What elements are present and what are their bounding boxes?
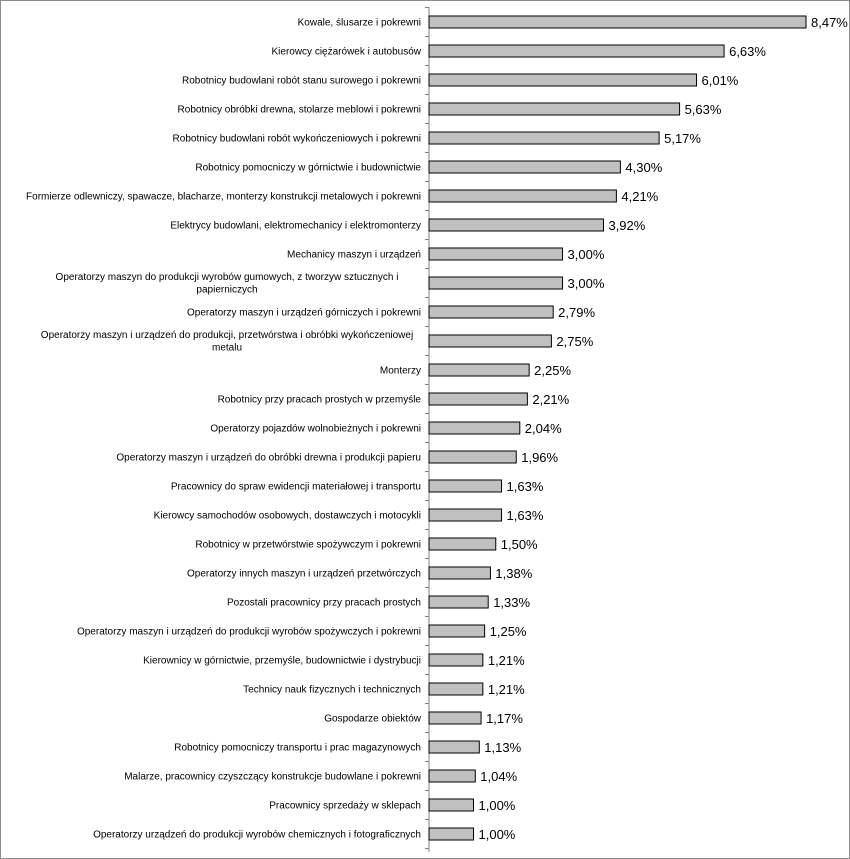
y-axis (425, 7, 430, 852)
value-label: 1,13% (484, 740, 521, 755)
bars (428, 15, 807, 841)
value-label: 4,21% (621, 189, 658, 204)
category-label: Robotnicy obróbki drewna, stolarze meblo… (178, 105, 421, 116)
bar (428, 421, 521, 435)
bar (428, 102, 681, 116)
bar (428, 537, 497, 551)
bar (428, 15, 807, 29)
value-label: 4,30% (625, 160, 662, 175)
category-label: Kierownicy w górnictwie, przemyśle, budo… (143, 656, 421, 667)
value-label: 1,33% (493, 595, 530, 610)
bar (428, 363, 530, 377)
value-label: 5,63% (685, 102, 722, 117)
value-label: 1,00% (479, 827, 516, 842)
category-label: Operatorzy maszyn i urządzeń do produkcj… (41, 330, 413, 354)
bar (428, 73, 698, 87)
value-label: 2,75% (556, 334, 593, 349)
value-label: 3,00% (568, 276, 605, 291)
bar (428, 827, 475, 841)
value-label: 1,04% (480, 769, 517, 784)
value-label: 1,50% (501, 537, 538, 552)
value-label: 1,38% (495, 566, 532, 581)
category-labels: Kowale, ślusarze i pokrewni Kierowcy cięż… (26, 18, 422, 841)
value-label: 2,25% (534, 363, 571, 378)
bar (428, 711, 482, 725)
bar (428, 450, 517, 464)
bar (428, 44, 725, 58)
bar (428, 160, 621, 174)
bar (428, 247, 564, 261)
category-label: Robotnicy budowlani robót stanu surowego… (182, 76, 421, 87)
category-label: Malarze, pracownicy czyszczący konstrukc… (124, 772, 421, 783)
value-label: 1,17% (486, 711, 523, 726)
bar (428, 740, 480, 754)
category-label: Pracownicy do spraw ewidencji materiałow… (171, 482, 421, 493)
value-label: 2,79% (558, 305, 595, 320)
category-label: Operatorzy maszyn i urządzeń górniczych … (187, 308, 421, 319)
category-label: Kierowcy samochodów osobowych, dostawczy… (154, 511, 421, 522)
bar (428, 653, 484, 667)
bar (428, 595, 489, 609)
category-label: Mechanicy maszyn i urządzeń (287, 250, 421, 261)
value-label: 6,63% (729, 44, 766, 59)
bar (428, 392, 528, 406)
bar (428, 218, 604, 232)
category-label: Robotnicy budowlani robót wykończeniowyc… (173, 134, 421, 145)
value-label: 2,21% (532, 392, 569, 407)
bar (428, 479, 503, 493)
category-label: Pozostali pracownicy przy pracach prosty… (227, 598, 421, 609)
value-label: 1,63% (507, 508, 544, 523)
bar (428, 624, 486, 638)
category-label: Formierze odlewniczy, spawacze, blacharz… (26, 192, 421, 203)
value-label: 5,17% (664, 131, 701, 146)
category-label: Technicy nauk fizycznych i technicznych (243, 685, 421, 696)
value-label: 8,47% (811, 15, 848, 30)
category-label: Operatorzy innych maszyn i urządzeń prze… (187, 569, 421, 580)
bar (428, 508, 503, 522)
bar (428, 566, 491, 580)
bar (428, 682, 484, 696)
bar (428, 189, 617, 203)
bar (428, 769, 476, 783)
category-label: Monterzy (380, 366, 421, 377)
bar (428, 305, 554, 319)
value-label: 1,00% (479, 798, 516, 813)
category-label: Elektrycy budowlani, elektromechanicy i … (170, 221, 421, 232)
category-label: Operatorzy pojazdów wolnobieżnych i pokr… (210, 424, 421, 435)
category-label: Pracownicy sprzedaży w sklepach (269, 801, 421, 812)
category-label: Robotnicy pomocniczy transportu i prac m… (174, 743, 421, 754)
value-label: 1,96% (521, 450, 558, 465)
category-label: Operatorzy maszyn i urządzeń do obróbki … (116, 453, 421, 464)
bar (428, 276, 564, 290)
value-label: 1,21% (488, 653, 525, 668)
category-label: Robotnicy przy pracach prostych w przemy… (218, 395, 422, 406)
value-label: 3,92% (608, 218, 645, 233)
category-label: Operatorzy maszyn i urządzeń do produkcj… (77, 627, 421, 638)
category-label: Kowale, ślusarze i pokrewni (298, 18, 421, 29)
value-label: 1,21% (488, 682, 525, 697)
value-labels: 8,47% 6,63% 6,01% 5,63% 5,17%4,30% 4,21% 3,92%… (479, 15, 849, 842)
category-label: Operatorzy maszyn do produkcji wyrobów g… (56, 272, 399, 296)
bar (428, 798, 475, 812)
category-label: Kierowcy ciężarówek i autobusów (271, 47, 421, 58)
bar (428, 131, 660, 145)
value-label: 1,25% (490, 624, 527, 639)
value-label: 2,04% (525, 421, 562, 436)
category-label: Robotnicy w przetwórstwie spożywczym i p… (195, 540, 421, 551)
value-label: 1,63% (507, 479, 544, 494)
category-label: Robotnicy pomocniczy w górnictwie i budo… (195, 163, 421, 174)
value-label: 6,01% (702, 73, 739, 88)
bar (428, 334, 552, 348)
value-label: 3,00% (568, 247, 605, 262)
category-label: Gospodarze obiektów (324, 714, 422, 725)
category-label: Operatorzy urządzeń do produkcji wyrobów… (93, 830, 421, 841)
